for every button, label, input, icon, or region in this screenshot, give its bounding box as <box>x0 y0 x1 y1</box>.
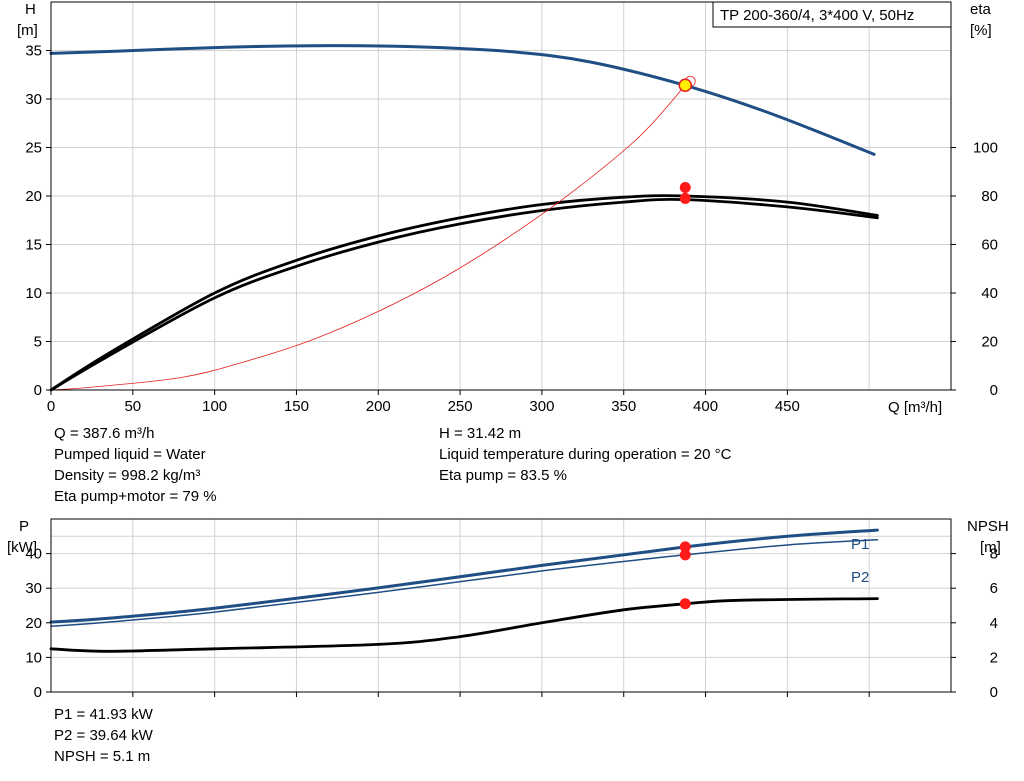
top-y2-tick-label: 100 <box>973 140 998 157</box>
eta-pump-motor: Eta pump+motor = 79 % <box>54 488 217 505</box>
eta-pump: Eta pump = 83.5 % <box>439 467 567 484</box>
top-y-tick-label: 35 <box>25 43 42 60</box>
top-chart-series <box>49 44 879 392</box>
x-tick-label: 450 <box>775 398 800 415</box>
bottom-y-tick-label: 20 <box>25 615 42 632</box>
y-axis-label-p: P <box>19 518 29 535</box>
operating-point-markers <box>678 75 696 610</box>
bottom-y2-tick-label: 2 <box>990 649 998 666</box>
top-y-tick-label: 5 <box>34 334 42 351</box>
pumped-liquid: Pumped liquid = Water <box>54 446 206 463</box>
x-tick-label: 250 <box>448 398 473 415</box>
density-value: Density = 998.2 kg/m³ <box>54 467 201 484</box>
npsh-value: NPSH = 5.1 m <box>54 748 151 765</box>
npsh-marker <box>679 598 691 610</box>
y2-axis-unit-npsh: [m] <box>980 539 1001 556</box>
x-tick-label: 350 <box>611 398 636 415</box>
x-tick-label: 200 <box>366 398 391 415</box>
y-axis-unit-p: [kW] <box>7 539 37 556</box>
x-tick-label: 0 <box>47 398 55 415</box>
bottom-chart-axes: 0 10 20 30 40 0 2 4 6 8 <box>25 546 998 701</box>
top-y-tick-label: 20 <box>25 188 42 205</box>
top-y-tick-label: 10 <box>25 285 42 302</box>
top-y2-tick-label: 80 <box>981 188 998 205</box>
bottom-series-0-line <box>49 528 879 624</box>
p1-marker <box>679 541 691 553</box>
info-block-right: H = 31.42 m Liquid temperature during op… <box>439 423 731 486</box>
p2-value: P2 = 39.64 kW <box>54 727 153 744</box>
x-tick-label: 150 <box>284 398 309 415</box>
eta-pump-marker <box>679 182 691 194</box>
series-label-p1: P1 <box>851 536 869 553</box>
bottom-y2-tick-label: 6 <box>990 580 998 597</box>
top-y-tick-label: 25 <box>25 140 42 157</box>
y2-axis-label-eta: eta <box>970 1 992 18</box>
top-series-2-line <box>49 197 879 392</box>
chart-title-box <box>712 1 952 28</box>
bottom-series-1-line <box>50 539 879 628</box>
bottom-chart-grid <box>51 519 951 692</box>
x-tick-label: 100 <box>202 398 227 415</box>
liquid-temperature: Liquid temperature during operation = 20… <box>439 446 732 463</box>
bottom-y-tick-label: 40 <box>25 546 42 563</box>
bottom-y2-tick-label: 0 <box>990 684 998 701</box>
y2-axis-label-npsh: NPSH <box>967 518 1009 535</box>
series-label-p2: P2 <box>851 569 869 586</box>
top-y2-tick-label: 60 <box>981 237 998 254</box>
duty-point-marker <box>678 78 693 92</box>
flow-value: Q = 387.6 m³/h <box>54 425 155 442</box>
p2-marker <box>679 549 691 561</box>
top-y2-tick-label: 20 <box>981 334 998 351</box>
top-y-tick-label: 0 <box>34 382 42 399</box>
top-chart-grid <box>51 1 951 390</box>
top-y2-tick-label: 0 <box>990 382 998 399</box>
top-y2-tick-label: 40 <box>981 285 998 302</box>
bottom-y2-tick-label: 8 <box>990 546 998 563</box>
head-value: H = 31.42 m <box>439 425 522 442</box>
y2-axis-unit-eta: [%] <box>970 22 992 39</box>
bottom-y-tick-label: 10 <box>25 649 42 666</box>
x-tick-label: 300 <box>529 398 554 415</box>
bottom-chart-series <box>49 528 879 653</box>
bottom-y2-tick-label: 4 <box>990 615 998 632</box>
bottom-y-tick-label: 30 <box>25 580 42 597</box>
info-block-bottom: P1 = 41.93 kW P2 = 39.64 kW NPSH = 5.1 m <box>54 704 153 767</box>
info-block-left: Q = 387.6 m³/h Pumped liquid = Water Den… <box>54 423 217 507</box>
top-series-0-line <box>49 44 876 156</box>
top-series-1-line <box>49 194 879 392</box>
y-axis-label-h: H <box>25 1 36 18</box>
bottom-y-tick-label: 0 <box>34 684 42 701</box>
chart-title: TP 200-360/4, 3*400 V, 50Hz <box>720 7 914 24</box>
bottom-series-2-line <box>49 597 879 653</box>
y-axis-unit-h: [m] <box>17 22 38 39</box>
top-series-3-line <box>50 84 686 391</box>
top-y-tick-label: 30 <box>25 91 42 108</box>
top-plot-frame <box>50 1 952 391</box>
x-tick-label: 400 <box>693 398 718 415</box>
x-tick-label: 50 <box>124 398 141 415</box>
top-y-tick-label: 15 <box>25 237 42 254</box>
x-axis-label-q: Q [m³/h] <box>888 399 942 416</box>
eta-pump-motor-marker <box>679 192 691 204</box>
p1-value: P1 = 41.93 kW <box>54 706 153 723</box>
bottom-plot-frame <box>50 518 952 693</box>
